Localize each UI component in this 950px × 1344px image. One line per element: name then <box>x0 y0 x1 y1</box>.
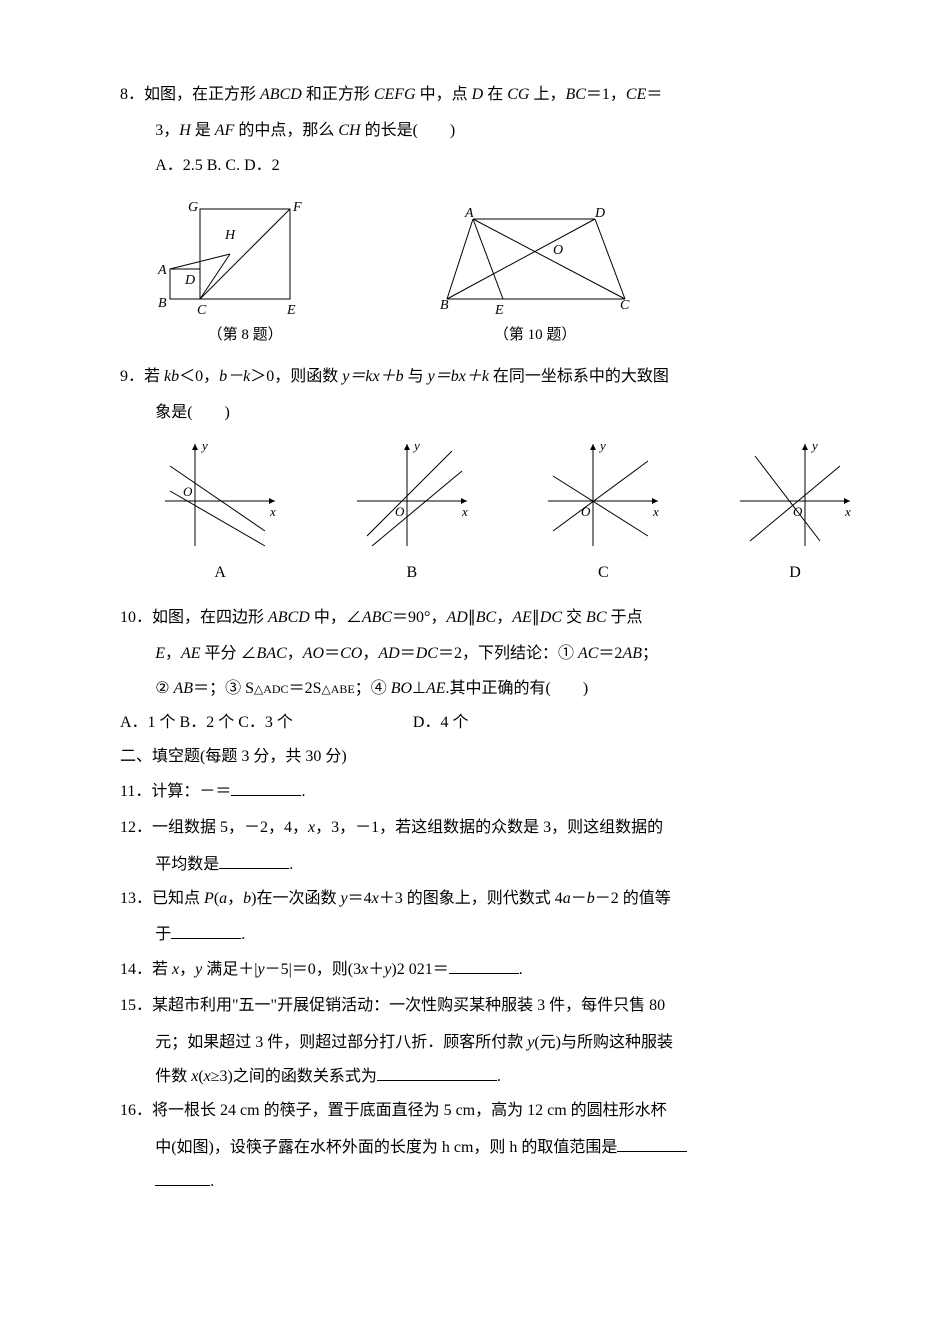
question-14: 14．若 x，y 满足＋|y－5|＝0，则(3x＋y)2 021＝. <box>120 955 860 985</box>
fig8-caption: （第 8 题） <box>155 321 335 350</box>
q15-line3: 件数 x(x≥3)之间的函数关系式为. <box>120 1062 860 1092</box>
svg-text:C: C <box>197 303 207 318</box>
svg-text:x: x <box>844 504 851 519</box>
q8-options: A．2.5 B. C. D．2 <box>120 151 860 181</box>
figure-8: A B C D E F G H （第 8 题） <box>155 189 335 350</box>
svg-text:y: y <box>412 438 420 453</box>
q14-num: 14． <box>120 961 152 978</box>
q9-line2: 象是( ) <box>120 398 860 428</box>
q14-blank <box>449 958 519 974</box>
svg-text:O: O <box>793 504 803 519</box>
svg-text:y: y <box>200 438 208 453</box>
q10-num: 10． <box>120 609 152 626</box>
svg-text:B: B <box>158 296 167 311</box>
question-12: 12．一组数据 5，－2，4，x，3，－1，若这组数据的众数是 3，则这组数据的 <box>120 813 860 843</box>
svg-text:E: E <box>286 303 296 318</box>
q13-line2: 于. <box>120 920 860 950</box>
svg-text:y: y <box>598 438 606 453</box>
q12-line2: 平均数是. <box>120 850 860 880</box>
svg-text:x: x <box>461 504 468 519</box>
svg-text:O: O <box>581 504 591 519</box>
q9-num: 9． <box>120 368 144 385</box>
graph-d: y x O D <box>730 436 860 588</box>
q15-num: 15． <box>120 997 152 1014</box>
question-16: 16．将一根长 24 cm 的筷子，置于底面直径为 5 cm，高为 12 cm … <box>120 1096 860 1126</box>
question-13: 13．已知点 P(a，b)在一次函数 y＝4x＋3 的图象上，则代数式 4a－b… <box>120 884 860 914</box>
q16-blank-2 <box>155 1170 210 1186</box>
svg-text:D: D <box>184 273 195 288</box>
svg-text:B: B <box>440 298 449 313</box>
svg-text:x: x <box>652 504 659 519</box>
question-11: 11．计算：－＝. <box>120 777 860 807</box>
svg-text:O: O <box>395 504 405 519</box>
svg-text:H: H <box>224 228 236 243</box>
svg-text:G: G <box>188 200 198 215</box>
fig8-svg: A B C D E F G H <box>155 189 335 319</box>
figure-10: A B C D E O （第 10 题） <box>435 199 635 350</box>
fig10-svg: A B C D E O <box>435 199 635 319</box>
q16-line2: 中(如图)，设筷子露在水杯外面的长度为 h cm，则 h 的取值范围是 <box>120 1133 860 1163</box>
q8-figures: A B C D E F G H （第 8 题） A <box>120 189 860 350</box>
svg-text:x: x <box>269 504 276 519</box>
graph-b: y x O B <box>347 436 477 588</box>
q11-num: 11． <box>120 783 151 800</box>
q15-blank <box>377 1065 497 1081</box>
graph-c: y x O C <box>538 436 668 588</box>
question-15: 15．某超市利用"五一"开展促销活动：一次性购买某种服装 3 件，每件只售 80 <box>120 991 860 1021</box>
q8-num: 8． <box>120 86 144 103</box>
question-10: 10．如图，在四边形 ABCD 中，∠ABC＝90°，AD∥BC，AE∥DC 交… <box>120 603 860 633</box>
svg-text:E: E <box>494 303 504 318</box>
graph-a: y x O A <box>155 436 285 588</box>
svg-text:F: F <box>292 200 302 215</box>
q8-line2: 3，H 是 AF 的中点，那么 CH 的长是( ) <box>120 116 860 146</box>
svg-text:C: C <box>620 298 630 313</box>
q10-line3: ② AB＝；③ S△ADC＝2S△ABE；④ BO⊥AE.其中正确的有( ) <box>120 674 860 704</box>
q12-num: 12． <box>120 819 152 836</box>
q12-blank <box>219 853 289 869</box>
svg-text:D: D <box>594 206 605 221</box>
q16-line3: . <box>120 1167 860 1197</box>
q15-line2: 元；如果超过 3 件，则超过部分打八折．顾客所付款 y(元)与所购这种服装 <box>120 1028 860 1058</box>
q10-options: A．1 个 B．2 个 C．3 个D．4 个 <box>120 708 860 738</box>
svg-text:O: O <box>183 484 193 499</box>
question-9: 9．若 kb＜0，b－k＞0，则函数 y＝kx＋b 与 y＝bx＋k 在同一坐标… <box>120 362 860 392</box>
section-2-header: 二、填空题(每题 3 分，共 30 分) <box>120 742 860 772</box>
q11-blank <box>231 780 301 796</box>
q10-line2: E，AE 平分 ∠BAC，AO＝CO，AD＝DC＝2，下列结论：① AC＝2AB… <box>120 639 860 669</box>
svg-text:O: O <box>553 243 563 258</box>
svg-text:A: A <box>157 263 167 278</box>
q16-num: 16． <box>120 1102 152 1119</box>
question-8: 8．如图，在正方形 ABCD 和正方形 CEFG 中，点 D 在 CG 上，BC… <box>120 80 860 110</box>
svg-text:A: A <box>464 206 474 221</box>
q9-graphs: y x O A y x O B <box>120 436 860 588</box>
svg-text:y: y <box>810 438 818 453</box>
q16-blank-1 <box>617 1136 687 1152</box>
q13-blank <box>171 923 241 939</box>
q13-num: 13． <box>120 890 152 907</box>
fig10-caption: （第 10 题） <box>435 321 635 350</box>
